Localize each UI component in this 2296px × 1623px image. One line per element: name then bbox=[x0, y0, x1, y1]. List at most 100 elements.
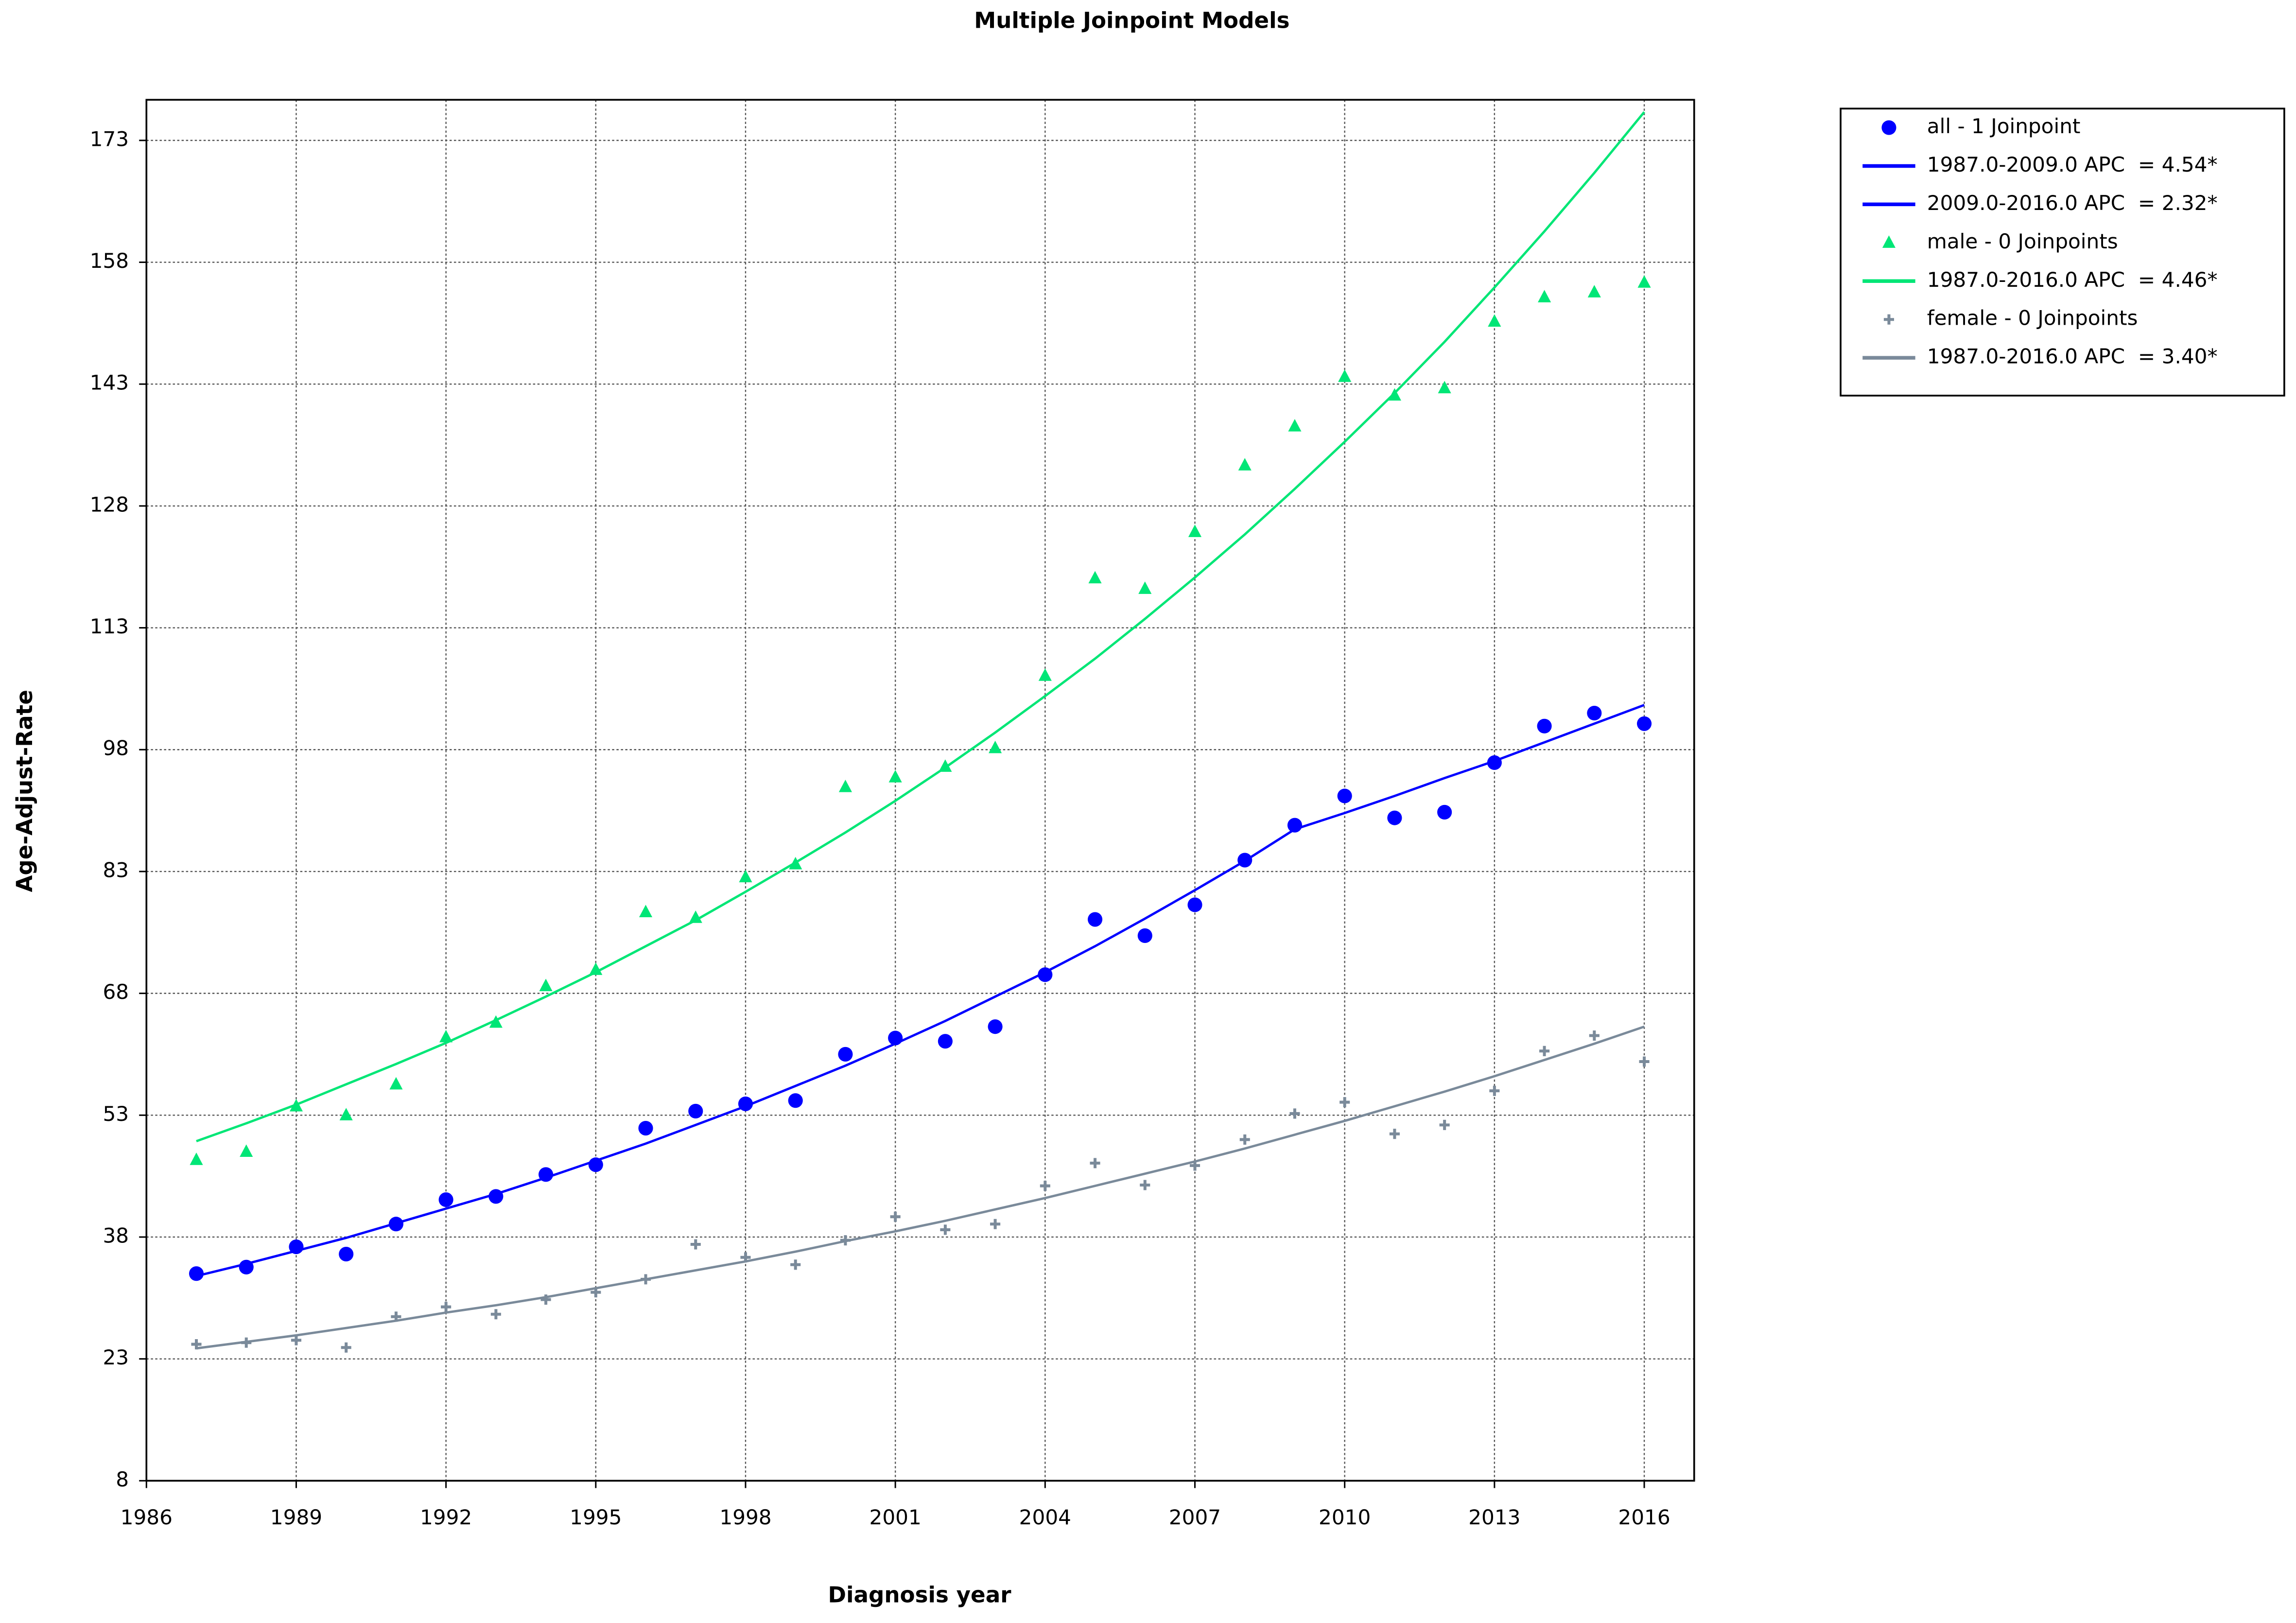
legend-swatch bbox=[1881, 120, 1896, 135]
point bbox=[790, 1259, 801, 1270]
point bbox=[890, 1211, 901, 1222]
point bbox=[1439, 1119, 1450, 1130]
point bbox=[339, 1108, 353, 1120]
point bbox=[689, 910, 702, 923]
point bbox=[1387, 810, 1402, 825]
point bbox=[1337, 788, 1352, 803]
point bbox=[1537, 718, 1552, 733]
point bbox=[1438, 381, 1451, 394]
point bbox=[1088, 571, 1102, 584]
point bbox=[1288, 419, 1302, 432]
point bbox=[1090, 1158, 1100, 1169]
y-tick-label: 83 bbox=[103, 858, 129, 882]
point bbox=[688, 1103, 703, 1118]
point bbox=[1639, 1056, 1650, 1067]
legend-label: 1987.0-2016.0 APC = 4.46* bbox=[1927, 268, 2218, 292]
point bbox=[1138, 581, 1152, 594]
legend-label: 1987.0-2016.0 APC = 3.40* bbox=[1927, 345, 2218, 368]
point bbox=[1140, 1180, 1150, 1190]
x-tick-label: 2001 bbox=[870, 1505, 922, 1529]
y-tick-label: 98 bbox=[103, 736, 129, 760]
point bbox=[1539, 1046, 1550, 1056]
x-tick-label: 1992 bbox=[420, 1505, 472, 1529]
point bbox=[1339, 1097, 1350, 1108]
y-tick-label: 158 bbox=[90, 249, 129, 273]
point bbox=[690, 1239, 701, 1250]
point bbox=[1587, 705, 1602, 721]
point bbox=[990, 1219, 1001, 1229]
x-tick-label: 2004 bbox=[1019, 1505, 1071, 1529]
point bbox=[1538, 290, 1551, 302]
x-tick-label: 1989 bbox=[270, 1505, 322, 1529]
point bbox=[1338, 369, 1352, 382]
x-axis-label: Diagnosis year bbox=[828, 1582, 1012, 1607]
point bbox=[940, 1224, 951, 1235]
point bbox=[1038, 668, 1052, 681]
point bbox=[1437, 804, 1452, 820]
point bbox=[189, 1266, 204, 1281]
point bbox=[1239, 1134, 1250, 1145]
fit-line bbox=[196, 828, 1296, 1277]
point bbox=[539, 978, 553, 992]
x-tick-label: 2013 bbox=[1468, 1505, 1520, 1529]
point bbox=[1637, 275, 1651, 288]
x-tick-label: 2010 bbox=[1319, 1505, 1371, 1529]
point bbox=[1489, 1085, 1500, 1096]
point bbox=[1040, 1181, 1050, 1191]
point bbox=[1289, 1108, 1300, 1119]
legend-label: male - 0 Joinpoints bbox=[1927, 229, 2118, 253]
x-tick-label: 1998 bbox=[719, 1505, 771, 1529]
point bbox=[389, 1077, 403, 1090]
legend-box bbox=[1840, 107, 2285, 397]
y-tick-label: 173 bbox=[90, 127, 129, 151]
legend-label: 1987.0-2009.0 APC = 4.54* bbox=[1927, 153, 2218, 176]
x-tick-label: 2007 bbox=[1169, 1505, 1221, 1529]
legend-swatch bbox=[1883, 314, 1894, 325]
legend-label: 2009.0-2016.0 APC = 2.32* bbox=[1927, 191, 2218, 215]
point bbox=[240, 1144, 253, 1157]
point bbox=[1137, 928, 1152, 943]
point bbox=[439, 1030, 453, 1043]
point bbox=[1587, 285, 1601, 297]
point bbox=[938, 1034, 953, 1049]
point bbox=[988, 1019, 1003, 1034]
x-tick-label: 1986 bbox=[121, 1505, 173, 1529]
point bbox=[490, 1309, 501, 1320]
point bbox=[638, 1120, 653, 1136]
y-tick-label: 143 bbox=[90, 371, 129, 395]
y-tick-label: 8 bbox=[116, 1467, 129, 1491]
legend-swatch bbox=[1882, 235, 1896, 248]
point bbox=[1589, 1030, 1600, 1041]
point bbox=[1238, 458, 1252, 471]
point bbox=[441, 1302, 452, 1312]
plot-frame bbox=[145, 99, 1695, 1482]
point bbox=[190, 1152, 203, 1165]
fit-line bbox=[196, 111, 1645, 1143]
point bbox=[339, 1247, 354, 1262]
y-tick-label: 38 bbox=[103, 1223, 129, 1247]
fit-line bbox=[1294, 704, 1645, 831]
fit-line bbox=[196, 1025, 1645, 1350]
point bbox=[838, 1047, 853, 1062]
x-tick-label: 2016 bbox=[1618, 1505, 1670, 1529]
y-tick-label: 23 bbox=[103, 1345, 129, 1369]
y-axis-label: Age-Adjust-Rate bbox=[12, 690, 37, 892]
x-tick-label: 1995 bbox=[570, 1505, 622, 1529]
point bbox=[788, 1093, 803, 1108]
point bbox=[341, 1342, 351, 1353]
point bbox=[1488, 314, 1501, 327]
point bbox=[838, 780, 852, 792]
point bbox=[989, 740, 1002, 753]
point bbox=[489, 1015, 503, 1028]
point bbox=[888, 770, 902, 783]
y-tick-label: 113 bbox=[90, 614, 129, 638]
y-tick-label: 128 bbox=[90, 492, 129, 516]
chart-title: Multiple Joinpoint Models bbox=[974, 8, 1289, 34]
point bbox=[739, 870, 752, 883]
legend-label: all - 1 Joinpoint bbox=[1927, 114, 2081, 138]
point bbox=[1636, 716, 1652, 731]
point bbox=[291, 1335, 301, 1345]
y-tick-label: 68 bbox=[103, 980, 129, 1004]
